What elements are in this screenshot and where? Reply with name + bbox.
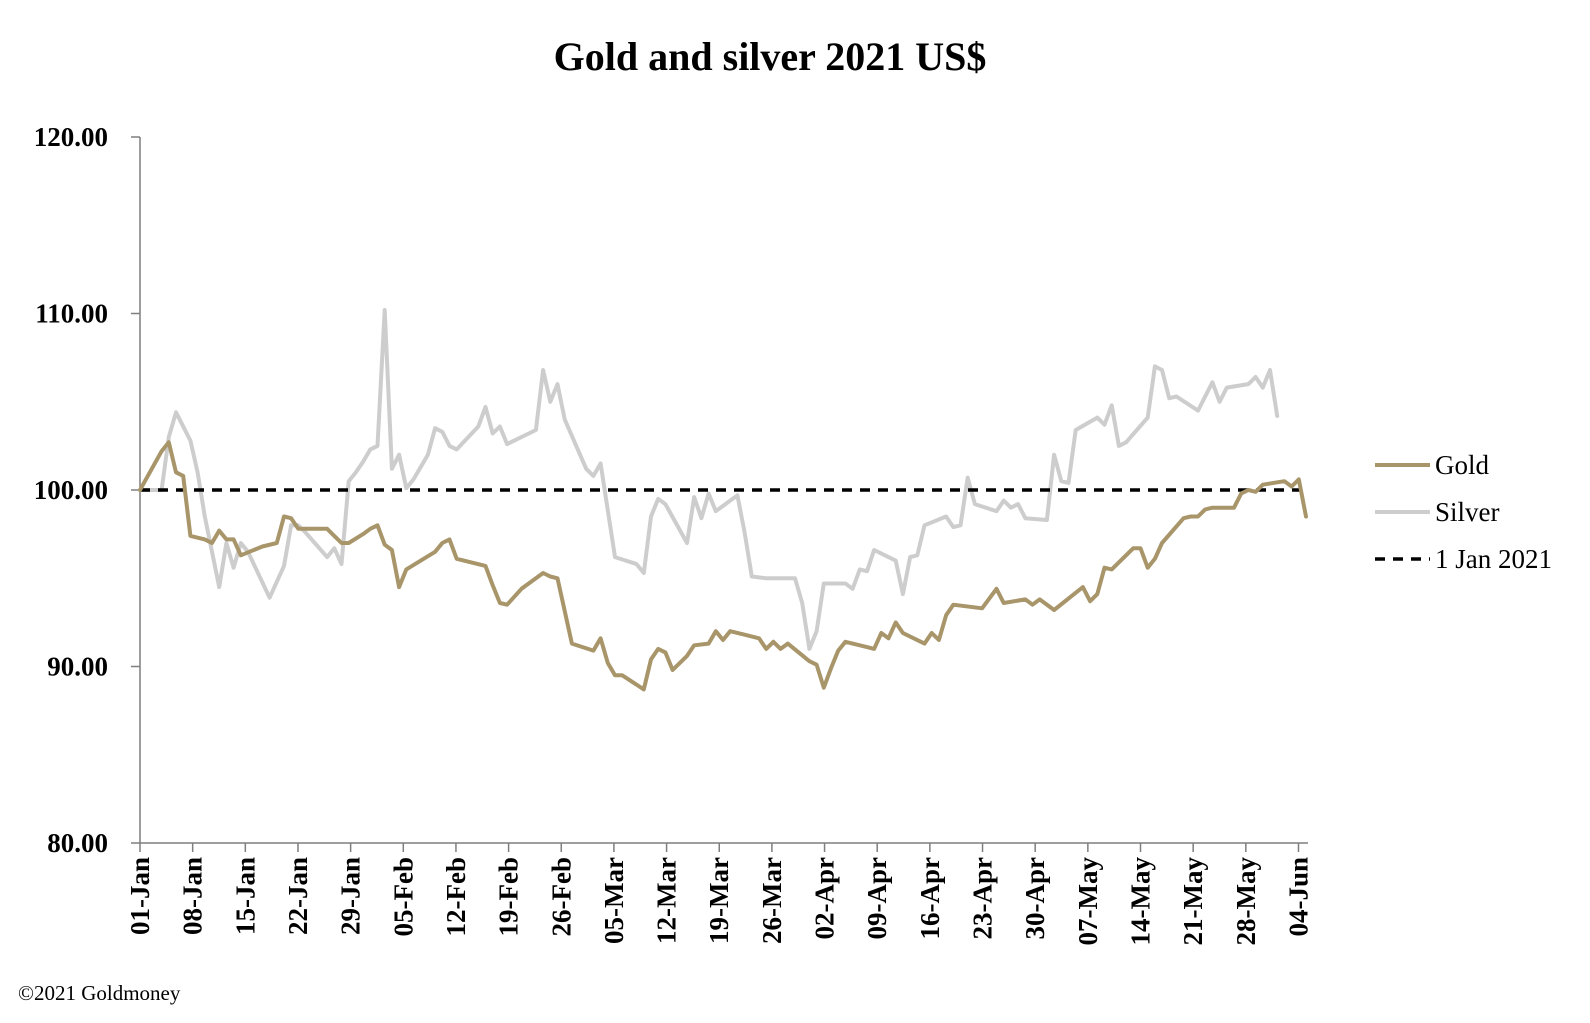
x-tick-label: 08-Jan — [178, 857, 208, 935]
x-tick-label: 16-Apr — [915, 857, 945, 940]
x-tick-label: 14-May — [1126, 857, 1156, 946]
x-tick-label: 30-Apr — [1020, 857, 1050, 940]
y-tick-label: 110.00 — [35, 299, 108, 329]
chart-title: Gold and silver 2021 US$ — [554, 34, 987, 79]
legend-label: Silver — [1435, 497, 1500, 527]
y-tick-label: 90.00 — [47, 652, 108, 682]
y-tick-label: 100.00 — [34, 475, 108, 505]
copyright-text: ©2021 Goldmoney — [18, 981, 181, 1005]
x-tick-label: 26-Feb — [546, 857, 576, 936]
x-tick-label: 22-Jan — [283, 857, 313, 935]
x-tick-label: 19-Mar — [704, 857, 734, 944]
x-tick-label: 26-Mar — [757, 857, 787, 944]
x-tick-label: 09-Apr — [862, 857, 892, 940]
x-tick-label: 02-Apr — [810, 857, 840, 940]
y-axis: 120.00 110.00 100.00 90.00 80.00 — [34, 122, 141, 858]
x-tick-label: 05-Mar — [599, 857, 629, 944]
x-tick-label: 12-Feb — [441, 857, 471, 936]
x-tick-label: 05-Feb — [388, 857, 418, 936]
series-line-silver — [138, 308, 1280, 651]
x-tick-label: 28-May — [1231, 857, 1261, 946]
x-tick-label: 23-Apr — [968, 857, 998, 940]
x-tick-label: 04-Jun — [1283, 857, 1313, 937]
x-tick-label: 21-May — [1178, 857, 1208, 946]
x-axis: 01-Jan 08-Jan 15-Jan 22-Jan 29-Jan 05-Feb 12-F… — [125, 842, 1313, 946]
x-tick-label: 12-Mar — [652, 857, 682, 944]
legend-label: 1 Jan 2021 — [1435, 544, 1552, 574]
legend-label: Gold — [1435, 450, 1490, 480]
x-tick-label: 15-Jan — [230, 857, 260, 935]
x-tick-label: 01-Jan — [125, 857, 155, 935]
y-tick-label: 120.00 — [34, 122, 108, 152]
series-line-gold — [138, 440, 1308, 692]
y-tick-label: 80.00 — [47, 828, 108, 858]
series-layer — [138, 308, 1308, 692]
x-tick-label: 07-May — [1073, 857, 1103, 946]
x-tick-label: 29-Jan — [336, 857, 366, 935]
legend: Gold Silver 1 Jan 2021 — [1375, 450, 1552, 574]
x-tick-label: 19-Feb — [494, 857, 524, 936]
